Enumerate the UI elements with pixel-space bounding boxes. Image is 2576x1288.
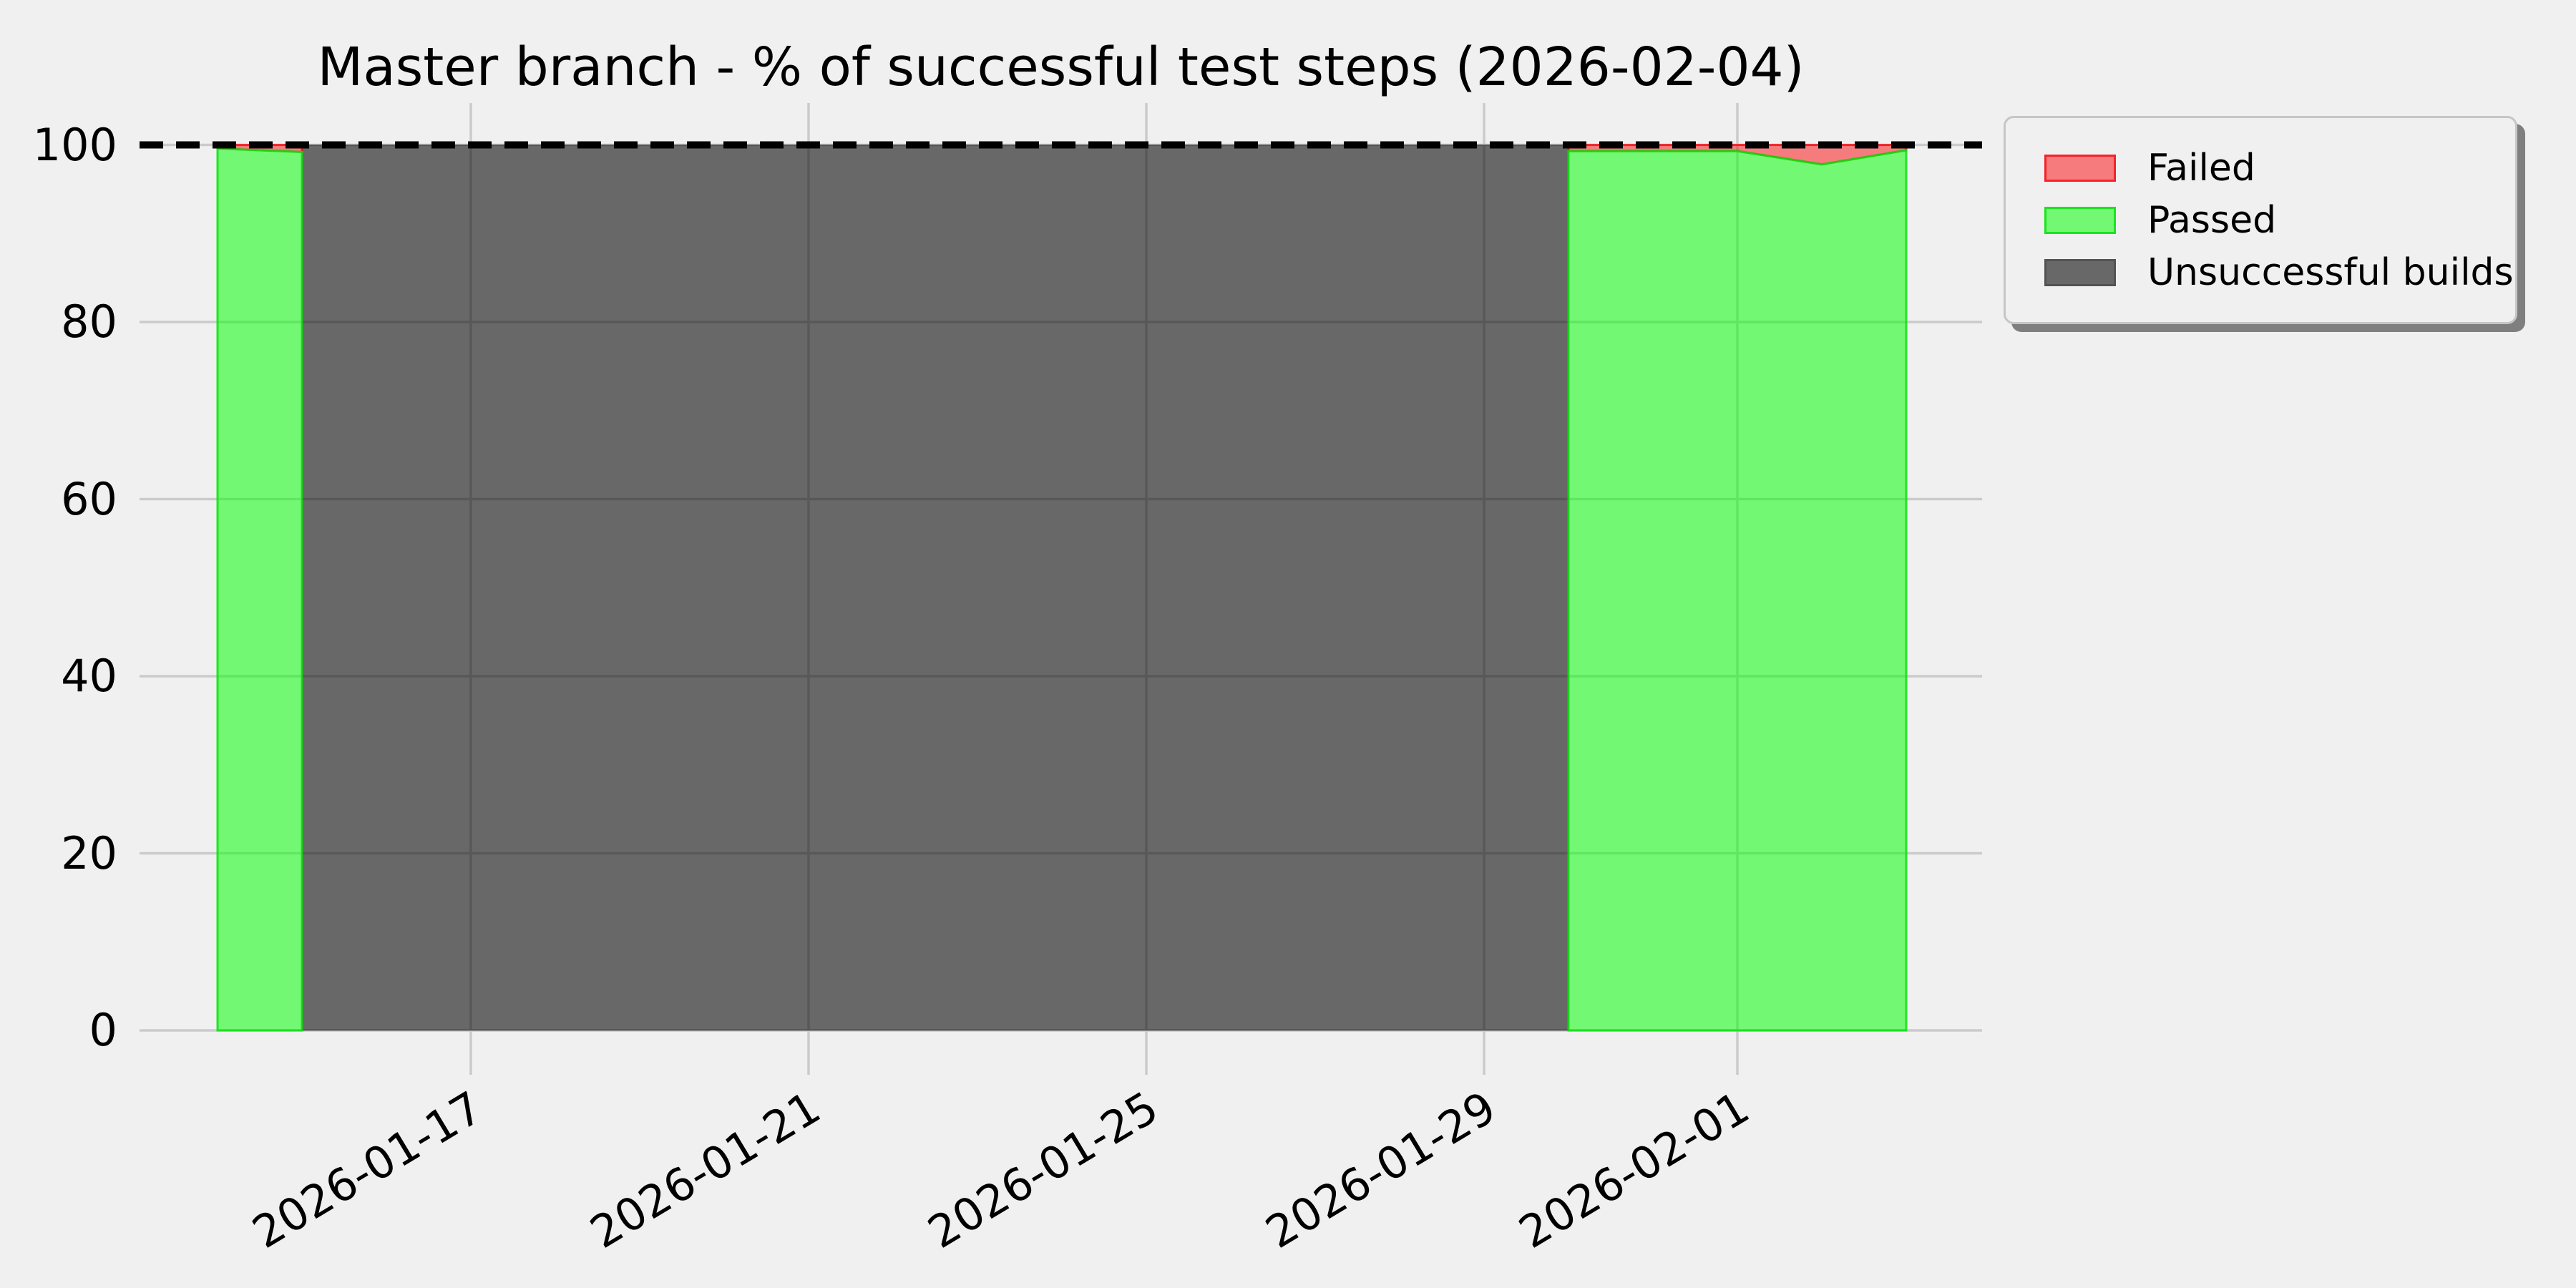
legend-item-label: Unsuccessful builds [2147,250,2514,294]
legend-item-label: Passed [2147,198,2277,242]
area-unsuccessful-segment-1 [301,144,1569,1031]
area-passed-segment-2 [1567,149,1908,1032]
y-tick-label: 100 [32,118,117,171]
legend-swatch-passed [2044,206,2116,234]
y-tick-label: 20 [61,826,117,879]
legend-item-label: Failed [2147,146,2255,190]
legend-swatch-failed [2044,154,2116,182]
y-tick-label: 40 [61,650,117,702]
legend-item-unsuccessful: Unsuccessful builds [2044,246,2515,298]
legend-item-passed: Passed [2044,194,2515,246]
legend: Failed Passed Unsuccessful builds [2004,116,2517,324]
chart-title: Master branch - % of successful test ste… [317,36,1805,98]
legend-swatch-unsuccessful [2044,258,2116,286]
y-tick-label: 60 [61,472,117,525]
area-passed-segment-0 [216,147,303,1032]
y-tick-label: 0 [89,1004,117,1056]
legend-item-failed: Failed [2044,142,2515,194]
y-tick-label: 80 [61,296,117,348]
